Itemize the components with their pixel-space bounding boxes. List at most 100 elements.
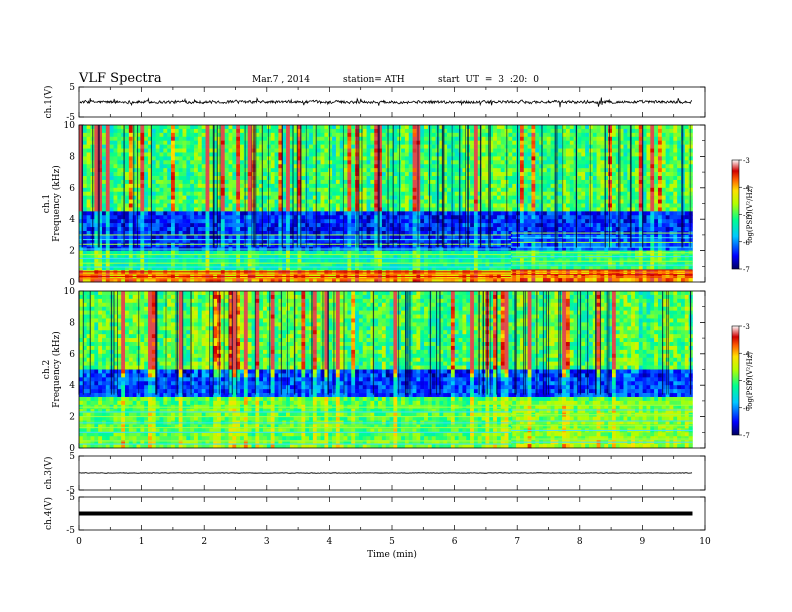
spectrogram-cell	[542, 215, 548, 220]
spectrogram-cell	[431, 219, 436, 224]
spectrogram-cell	[585, 211, 590, 216]
spectrogram-cell	[205, 136, 210, 141]
spectrogram-cell	[297, 199, 302, 204]
spectrogram-cell	[324, 215, 329, 220]
spectrogram-cell	[569, 191, 574, 196]
spectrogram-cell	[128, 211, 133, 216]
spectrogram-cell	[412, 160, 417, 165]
spectrogram-cell	[516, 179, 521, 185]
spectrogram-cell	[94, 176, 99, 181]
spectrogram-cell	[228, 128, 233, 134]
spectrogram-cell	[596, 136, 601, 141]
spectrogram-cell	[309, 207, 314, 212]
spectrogram-cell	[477, 215, 482, 220]
spectrogram-cell	[581, 203, 586, 208]
spectrogram-cell	[592, 183, 597, 189]
spectrogram-cell	[220, 128, 225, 134]
spectrogram-cell	[309, 176, 314, 181]
spectrogram-cell	[558, 148, 563, 153]
spectrogram-cell	[439, 128, 444, 134]
spectrogram-cell	[523, 215, 528, 220]
spectrogram-cell	[424, 223, 429, 228]
spectrogram-cell	[611, 195, 617, 200]
spectrogram-cell	[673, 140, 678, 145]
spectrogram-cell	[611, 234, 617, 240]
spectrogram-cell	[378, 148, 383, 153]
spectrogram-cell	[255, 203, 260, 208]
spectrogram-cell	[121, 211, 126, 216]
spectrogram-cell	[531, 160, 536, 165]
spectrogram-cell	[182, 223, 187, 228]
spectrogram-cell	[289, 132, 295, 138]
spectrogram-cell	[389, 195, 394, 200]
spectrogram-cell	[224, 191, 229, 196]
spectrogram-cell	[186, 132, 191, 138]
spectrogram-cell	[140, 148, 145, 153]
spectrogram-cell	[677, 156, 682, 161]
spectrogram-cell	[646, 215, 651, 220]
spectrogram-cell	[378, 195, 383, 200]
spectrogram-cell	[489, 187, 494, 193]
spectrogram-cell	[125, 148, 130, 153]
spectrogram-cell	[431, 176, 436, 181]
spectrogram-cell	[638, 152, 643, 157]
spectrogram-cell	[673, 219, 678, 224]
spectrogram-cell	[389, 152, 394, 157]
spectrogram-cell	[362, 148, 367, 153]
spectrogram-cell	[217, 215, 222, 220]
spectrogram-cell	[439, 172, 444, 177]
spectrogram-cell	[259, 176, 264, 181]
spectrogram-cell	[205, 164, 210, 169]
spectrogram-cell	[159, 211, 164, 216]
spectrogram-cell	[278, 187, 283, 193]
spectrogram-cell	[358, 179, 364, 185]
spectrogram-cell	[508, 128, 513, 134]
spectrogram-cell	[608, 207, 613, 212]
spectrogram-cell	[592, 128, 597, 134]
spectrogram-cell	[508, 176, 513, 181]
spectrogram-cell	[569, 176, 574, 181]
spectrogram-cell	[297, 238, 302, 244]
spectrogram-cell	[401, 168, 406, 173]
spectrogram-cell	[661, 195, 666, 200]
spectrogram-cell	[259, 183, 264, 189]
spectrogram-cell	[688, 132, 693, 138]
spectrogram-cell	[669, 234, 674, 240]
spectrogram-cell	[128, 176, 133, 181]
spectrogram-cell	[531, 223, 536, 228]
spectrogram-cell	[263, 128, 268, 134]
spectrogram-cell	[669, 207, 674, 212]
spectrogram-cell	[117, 203, 122, 208]
spectrogram-cell	[332, 183, 337, 189]
spectrogram-cell	[454, 144, 459, 149]
spectrogram-cell	[684, 164, 689, 169]
spectrogram-cell	[305, 168, 310, 173]
spectrogram-cell	[159, 195, 164, 200]
spectrogram-cell	[109, 152, 114, 157]
spectrogram-cell	[516, 199, 521, 204]
spectrogram-cell	[439, 183, 444, 189]
spectrogram-cell	[542, 219, 548, 224]
spectrogram-cell	[171, 219, 176, 224]
spectrogram-cell	[665, 152, 670, 157]
spectrogram-cell	[182, 156, 187, 161]
spectrogram-cell	[646, 195, 651, 200]
spectrogram-cell	[266, 140, 272, 145]
spectrogram-cell	[673, 207, 678, 212]
spectrogram-cell	[197, 168, 202, 173]
spectrogram-cell	[140, 132, 145, 138]
spectrogram-cell	[450, 234, 456, 240]
spectrogram-cell	[171, 211, 176, 216]
spectrogram-cell	[205, 215, 210, 220]
spectrogram-cell	[604, 238, 609, 244]
spectrogram-cell	[236, 230, 241, 236]
spectrogram-cell	[535, 234, 540, 240]
spectrogram-cell	[297, 203, 302, 208]
spectrogram-cell	[596, 234, 601, 240]
spectrogram-cell	[79, 238, 84, 244]
spectrogram-cell	[220, 234, 225, 240]
spectrogram-cell	[404, 191, 410, 196]
spectrogram-cell	[140, 172, 145, 177]
spectrogram-cell	[654, 148, 659, 153]
spectrogram-cell	[573, 140, 578, 145]
